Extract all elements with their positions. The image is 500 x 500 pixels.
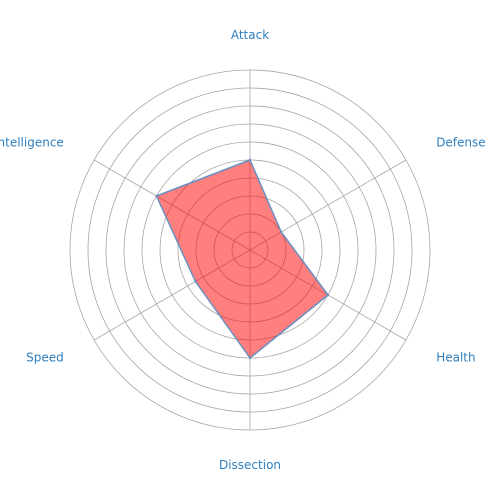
axis-label-defense: Defense	[436, 136, 485, 150]
axis-label-speed: Speed	[26, 351, 64, 365]
data-point-intelligence	[155, 194, 158, 198]
data-point-speed	[194, 280, 197, 283]
series-layer	[155, 158, 330, 360]
series-area-0	[155, 159, 329, 359]
axis-labels: Attack Defense Health Dissection Speed Intell…	[0, 28, 486, 472]
data-point-health	[326, 293, 330, 297]
data-point-attack	[248, 158, 252, 162]
data-point-dissection	[248, 356, 252, 360]
axis-label-dissection: Dissection	[219, 458, 281, 472]
axis-label-attack: Attack	[231, 28, 269, 42]
axis-label-health: Health	[436, 351, 475, 365]
data-point-defense	[279, 230, 283, 234]
axis-label-intelligence: Intelligence	[0, 136, 64, 150]
